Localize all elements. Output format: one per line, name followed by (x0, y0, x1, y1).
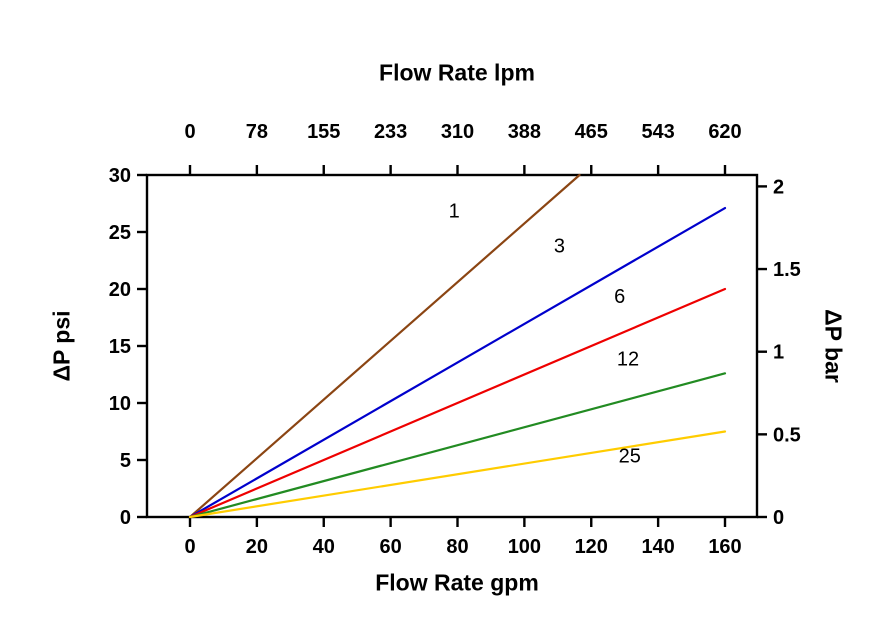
top-axis-tick-label: 310 (441, 121, 474, 143)
top-axis-tick-label: 78 (246, 121, 268, 143)
left-axis-tick-label: 5 (120, 450, 131, 472)
series-label-25: 25 (619, 445, 641, 467)
top-axis-tick-label: 620 (708, 121, 741, 143)
series-line-1 (188, 173, 581, 519)
right-axis-tick-label: 2 (773, 176, 784, 198)
series-label-3: 3 (554, 236, 565, 258)
top-axis-tick-label: 543 (641, 121, 674, 143)
series-label-1: 1 (449, 200, 460, 222)
left-axis-tick-label: 15 (109, 336, 131, 358)
bottom-axis-tick-label: 140 (641, 536, 674, 558)
plot-frame (145, 173, 759, 519)
bottom-axis-tick-label: 80 (446, 536, 468, 558)
top-axis-tick-label: 233 (374, 121, 407, 143)
bottom-axis-tick-label: 120 (575, 536, 608, 558)
right-axis-tick-label: 1.5 (773, 259, 801, 281)
left-axis-tick-label: 30 (109, 165, 131, 187)
top-axis-tick-label: 0 (184, 121, 195, 143)
series-label-6: 6 (614, 286, 625, 308)
right-axis-tick-label: 1 (773, 342, 784, 364)
bottom-axis-tick-label: 60 (380, 536, 402, 558)
left-axis-tick-label: 0 (120, 507, 131, 529)
bottom-axis-tick-label: 100 (508, 536, 541, 558)
series-label-12: 12 (617, 349, 639, 371)
top-axis-tick-label: 465 (575, 121, 608, 143)
bottom-axis-tick-label: 40 (313, 536, 335, 558)
top-axis-tick-label: 155 (307, 121, 340, 143)
series-line-3 (188, 206, 727, 519)
top-axis-title: Flow Rate lpm (379, 59, 535, 86)
right-axis-tick-label: 0.5 (773, 424, 801, 446)
bottom-axis-tick-label: 0 (184, 536, 195, 558)
series-line-25 (188, 430, 727, 519)
left-axis-tick-label: 25 (109, 222, 131, 244)
series-line-12 (188, 372, 727, 519)
left-axis-tick-label: 10 (109, 393, 131, 415)
bottom-axis-title: Flow Rate gpm (375, 569, 539, 596)
top-axis-tick-label: 388 (508, 121, 541, 143)
left-axis-tick-label: 20 (109, 279, 131, 301)
series-line-6 (188, 287, 727, 519)
bottom-axis-tick-label: 20 (246, 536, 268, 558)
right-axis-tick-label: 0 (773, 507, 784, 529)
bottom-axis-tick-label: 160 (708, 536, 741, 558)
